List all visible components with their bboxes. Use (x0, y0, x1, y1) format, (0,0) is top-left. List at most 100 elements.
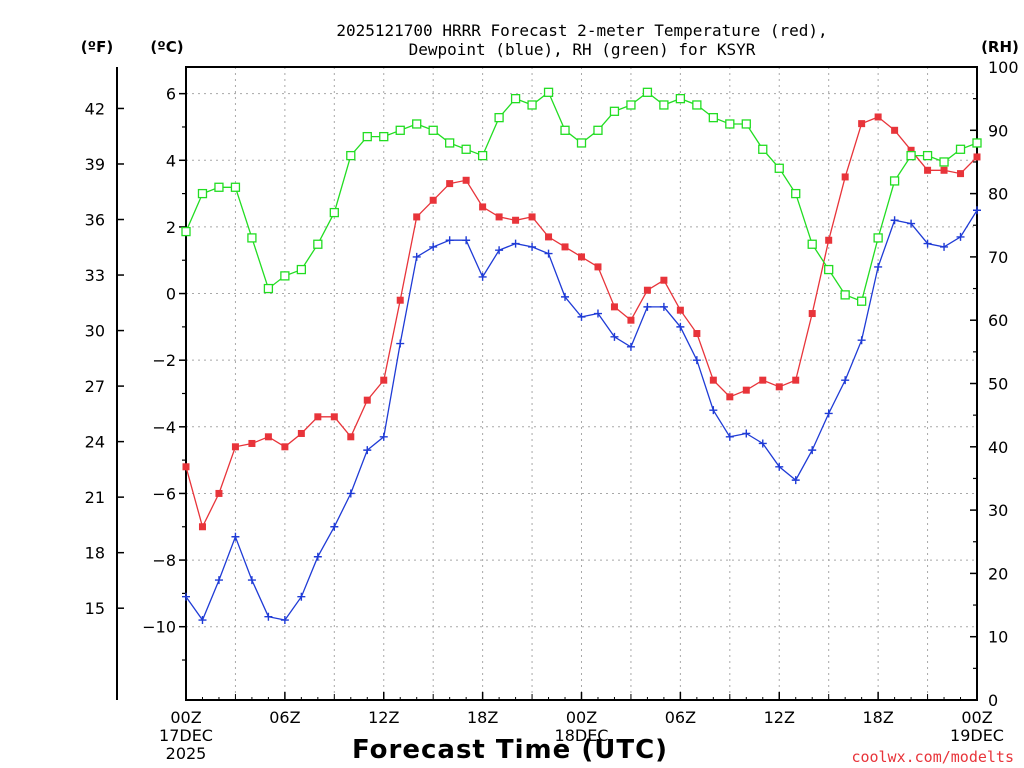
time-tick-label: 2025 (166, 744, 207, 763)
fahrenheit-axis: 42 39 36 33 30 27 24 21 18 15 (85, 99, 124, 618)
chart-title: 2025121700 HRRR Forecast 2-meter Tempera… (336, 21, 827, 59)
rh-point (379, 131, 389, 142)
rh-point (889, 176, 900, 186)
rh-tick-label: 30 (988, 501, 1008, 520)
temperature-point (709, 376, 717, 384)
temperature-point (297, 429, 305, 437)
temperature-point (610, 303, 618, 311)
temperature-point (825, 236, 833, 244)
rh-point (692, 100, 702, 110)
rh-point (197, 188, 208, 199)
dewpoint-point (940, 242, 949, 251)
rh-point (791, 188, 801, 199)
rh-point (708, 112, 718, 123)
temperature-point (347, 433, 355, 441)
temperature-point (957, 170, 965, 178)
dewpoint-point (923, 239, 932, 248)
dewpoint-point (643, 302, 652, 311)
dewpoint-point (528, 242, 537, 251)
temperature-point (841, 173, 849, 181)
rh-point (824, 264, 834, 275)
rh-point (543, 87, 554, 97)
rh-tick-label: 40 (988, 438, 1008, 457)
rh-point (856, 296, 867, 306)
x-axis-label: Forecast Time (UTC) (352, 735, 668, 765)
dewpoint-point (379, 432, 388, 441)
dewpoint-point (758, 439, 767, 448)
temperature-point (429, 196, 437, 204)
fahrenheit-tick-label: 30 (85, 322, 105, 341)
temperature-point (627, 316, 635, 324)
grid-lines (186, 67, 977, 700)
rh-point (576, 138, 587, 148)
chart-title-line-1: 2025121700 HRRR Forecast 2-meter Tempera… (336, 21, 827, 40)
temperature-point (676, 306, 684, 314)
temperature-point (314, 413, 322, 421)
dewpoint-point (659, 302, 668, 311)
dewpoint-point (182, 592, 190, 601)
rh-tick-label: 70 (988, 248, 1008, 267)
time-tick-label: 12Z (764, 708, 795, 727)
dewpoint-point (857, 336, 866, 345)
rh-point (626, 100, 636, 110)
dewpoint-point (956, 232, 965, 241)
dewpoint-point (824, 409, 833, 418)
time-tick-label: 00Z (170, 708, 201, 727)
dewpoint-point (709, 406, 718, 415)
temperature-point (578, 253, 585, 261)
rh-point (329, 207, 339, 218)
rh-point (774, 163, 784, 173)
dewpoint-point (330, 522, 339, 531)
dewpoint-point (626, 342, 635, 351)
temperature-point (660, 276, 668, 284)
temperature-point (182, 463, 190, 471)
time-tick-label: 00Z (566, 708, 597, 727)
temperature-point (330, 413, 338, 421)
temperature-point (363, 396, 371, 404)
time-tick-label: 18DEC (555, 726, 609, 745)
dewpoint-point (280, 616, 289, 625)
rh-point (906, 150, 916, 161)
celsius-unit-label: (ºC) (150, 38, 183, 56)
rh-point (181, 226, 191, 237)
series-dewpoint (182, 206, 981, 625)
rh-point (247, 233, 257, 243)
dewpoint-point (297, 592, 306, 601)
rh-point (840, 290, 850, 300)
temperature-point (693, 330, 701, 338)
temperature-point (940, 166, 948, 174)
dewpoint-point (462, 236, 471, 245)
temperature-point (726, 393, 734, 401)
temperature-point (462, 176, 470, 184)
temperature-point (792, 376, 800, 384)
dewpoint-point (907, 219, 916, 228)
time-tick-label: 18Z (467, 708, 498, 727)
fahrenheit-tick-label: 39 (85, 155, 105, 174)
series-temperature (182, 113, 981, 531)
temperature-point (924, 166, 932, 174)
rh-point (296, 264, 307, 275)
temperature-point (561, 243, 569, 251)
temperature-point (396, 296, 404, 304)
temperature-point (907, 146, 915, 154)
dewpoint-point (692, 356, 701, 365)
time-tick-label: 17DEC (159, 726, 213, 745)
dewpoint-point (593, 309, 602, 318)
temperature-point (874, 113, 882, 121)
rh-point (412, 119, 422, 129)
rh-unit-label: (RH) (981, 38, 1019, 56)
dewpoint-point (676, 322, 685, 331)
rh-point (955, 144, 966, 154)
temperature-line (185, 116, 978, 529)
time-tick-label: 19DEC (950, 726, 1004, 745)
rh-tick-label: 0 (988, 691, 998, 710)
rh-point (922, 150, 933, 161)
series-layer (181, 87, 982, 625)
dewpoint-point (890, 216, 899, 225)
chart-title-line-2: Dewpoint (blue), RH (green) for KSYR (409, 40, 756, 59)
rh-point (214, 182, 224, 192)
celsius-tick-label: 6 (166, 85, 176, 104)
celsius-tick-label: 0 (166, 285, 176, 304)
